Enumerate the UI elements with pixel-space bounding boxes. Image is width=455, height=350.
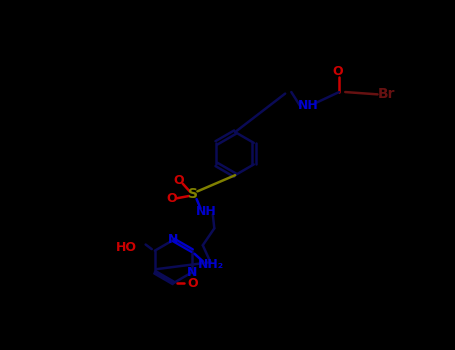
Text: N: N [168,233,179,246]
Text: O: O [166,192,177,205]
Text: O: O [332,65,343,78]
Text: HO: HO [116,241,136,254]
Text: O: O [187,276,198,289]
Text: NH: NH [298,99,318,112]
Text: N: N [187,266,197,279]
Text: O: O [174,174,184,187]
Text: NH₂: NH₂ [197,258,224,271]
Text: NH: NH [196,205,217,218]
Text: Br: Br [378,88,395,102]
Text: S: S [188,188,198,202]
